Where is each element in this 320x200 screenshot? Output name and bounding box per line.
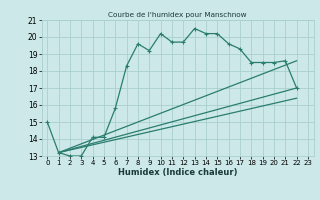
X-axis label: Humidex (Indice chaleur): Humidex (Indice chaleur) <box>118 168 237 177</box>
Title: Courbe de l'humidex pour Manschnow: Courbe de l'humidex pour Manschnow <box>108 12 247 18</box>
